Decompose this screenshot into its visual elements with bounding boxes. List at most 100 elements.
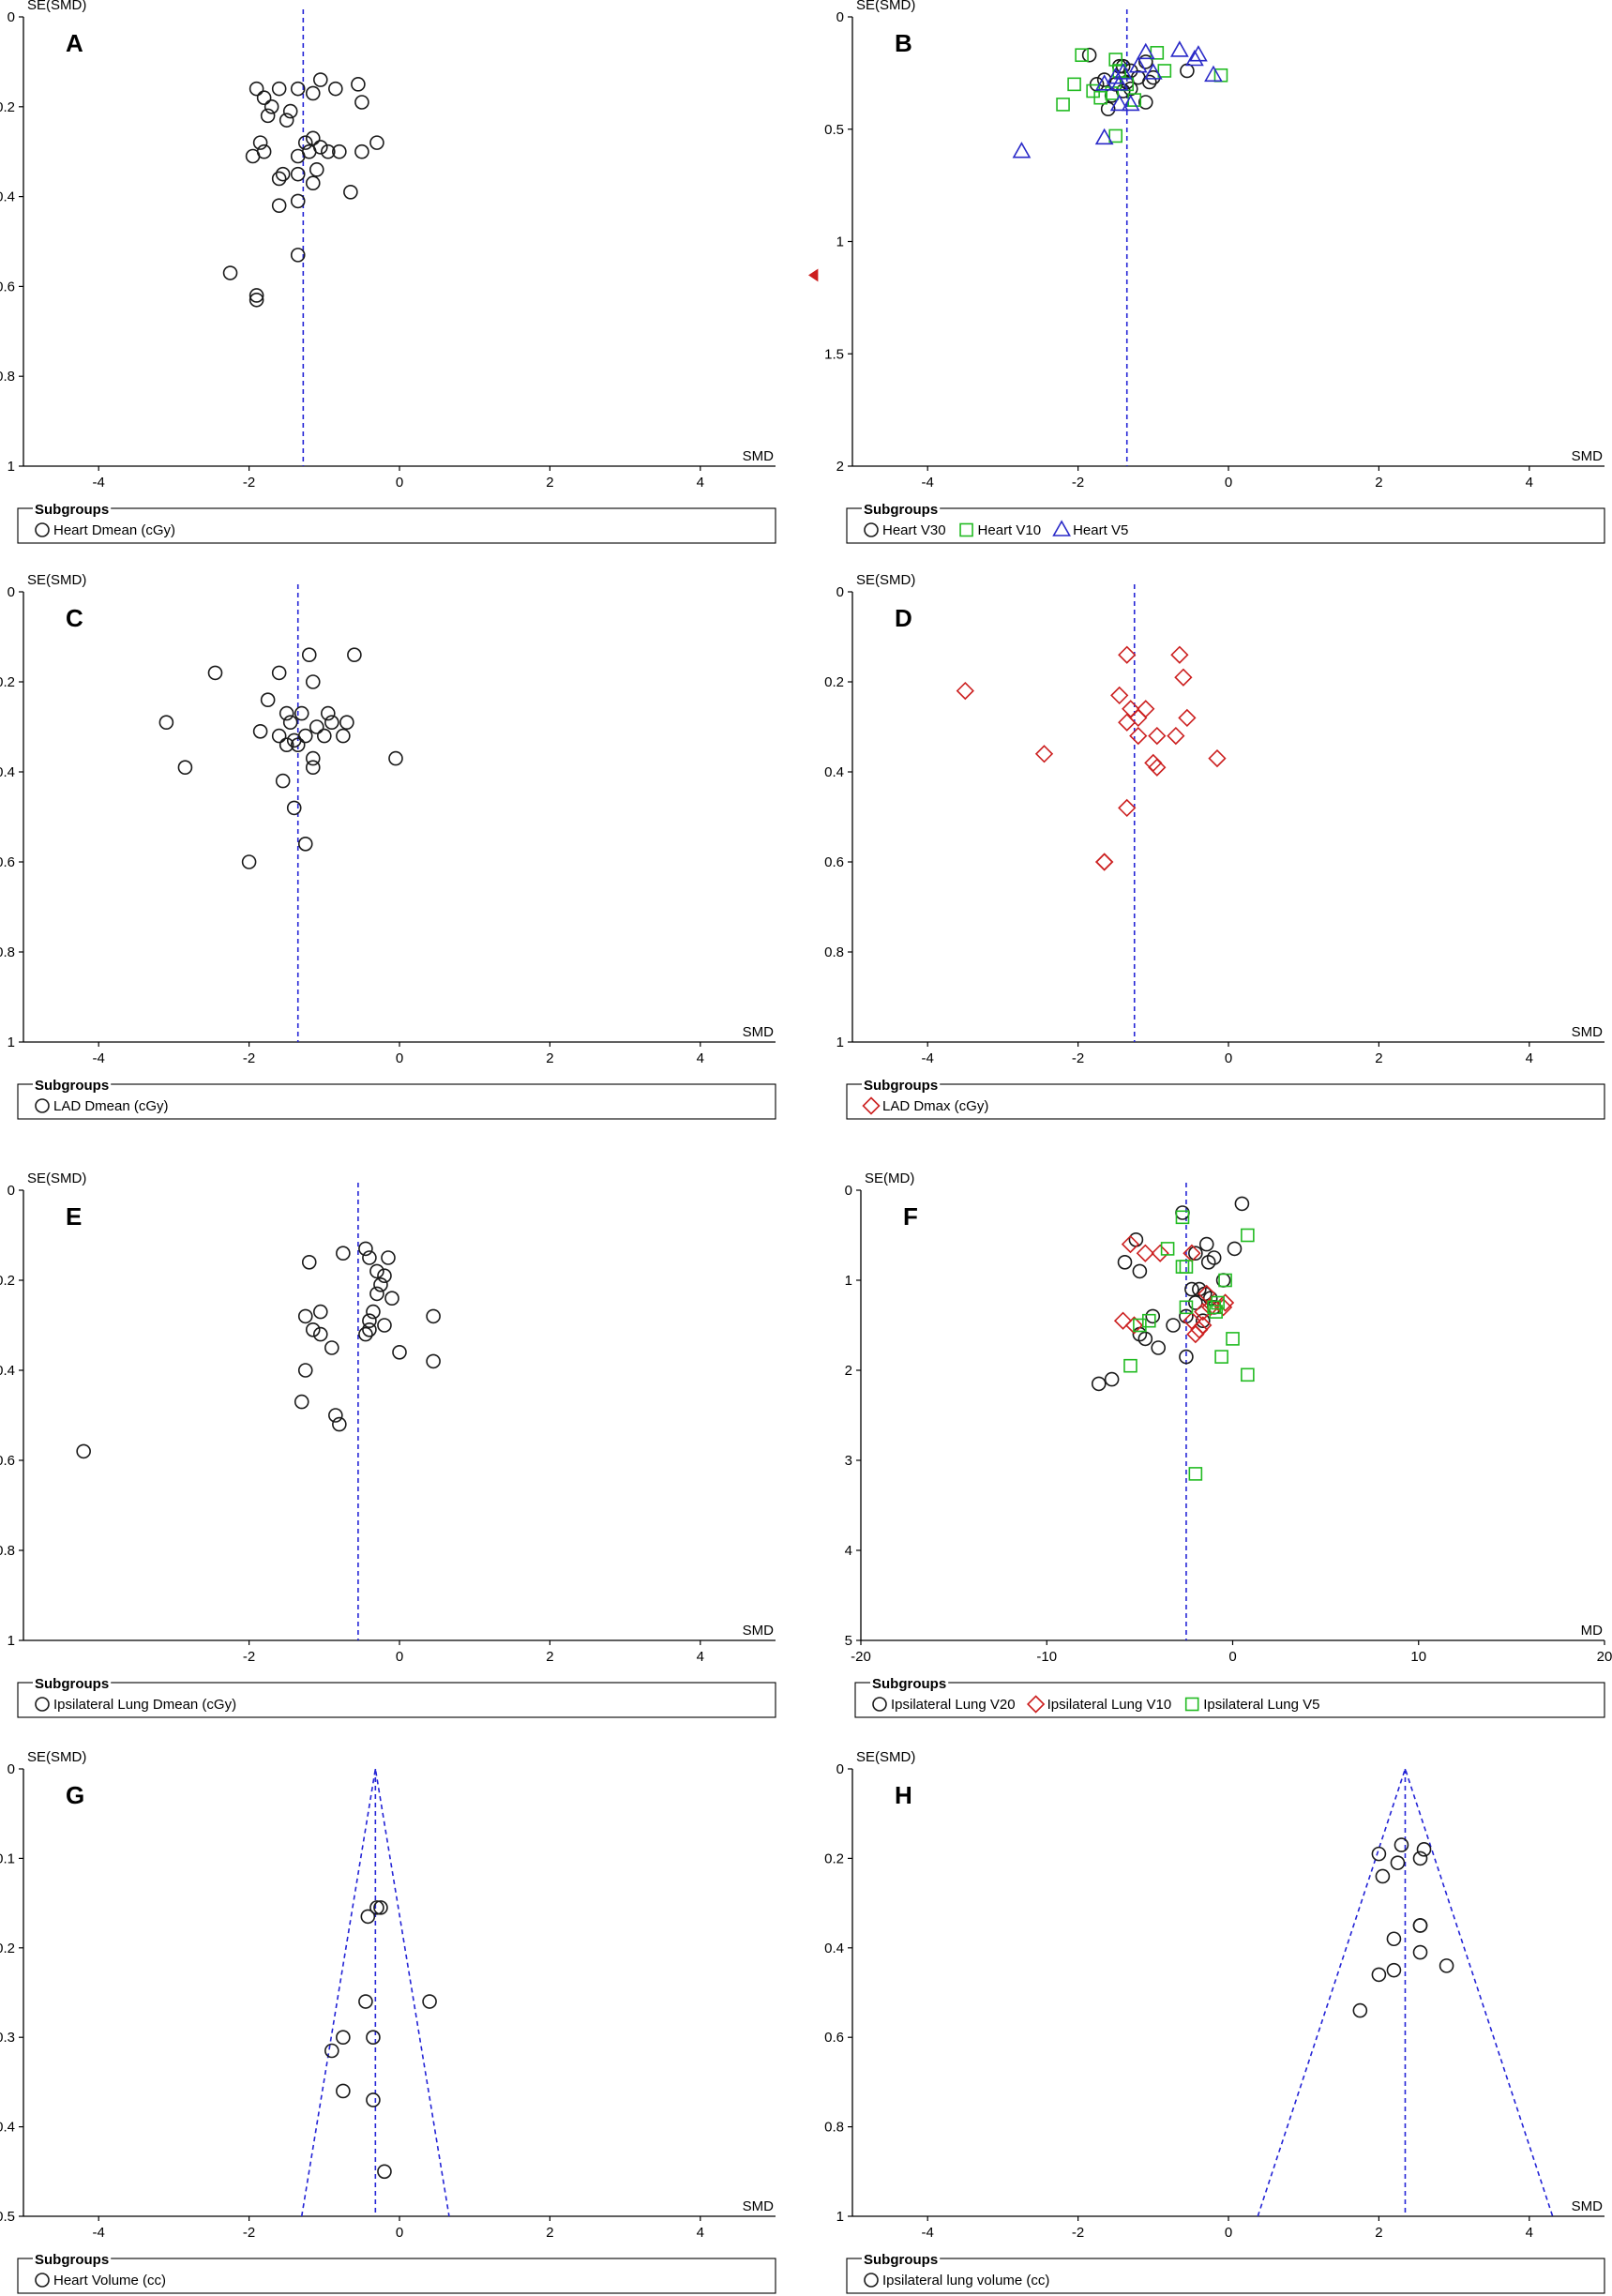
y-tick-label: 0.2 [824, 674, 844, 690]
data-point [1211, 1295, 1225, 1310]
data-point [358, 1994, 373, 2009]
data-point [290, 81, 306, 97]
data-point [1118, 798, 1137, 818]
x-tick-label: 4 [1526, 475, 1533, 491]
y-tick-label: 0.2 [0, 1941, 15, 1956]
y-axis-title: SE(SMD) [856, 1749, 915, 1765]
data-point [1198, 1284, 1216, 1304]
x-tick-label: -4 [922, 475, 934, 491]
data-point [1175, 1205, 1190, 1220]
y-tick-label: 0.6 [0, 854, 15, 870]
data-point [256, 90, 272, 106]
y-tick-label: 1 [8, 459, 15, 475]
data-point [1108, 128, 1122, 144]
legend-title: Subgroups [35, 1078, 109, 1094]
data-point [1137, 1331, 1153, 1347]
data-point [301, 647, 317, 663]
data-point [271, 171, 287, 187]
data-point [301, 1255, 317, 1270]
x-tick-label: 4 [1526, 2225, 1533, 2241]
legend-title-gap [862, 2257, 941, 2260]
data-point [309, 162, 324, 177]
data-point [1241, 1367, 1255, 1382]
data-point [362, 1313, 377, 1328]
data-point [1412, 1918, 1428, 1933]
data-point [1167, 726, 1185, 746]
data-point [279, 737, 294, 753]
x-tick-label: 2 [1375, 475, 1382, 491]
data-point [339, 715, 354, 731]
data-point [256, 144, 272, 159]
data-point [1189, 45, 1208, 62]
y-tick-label: 0.4 [824, 764, 844, 780]
panel-letter: C [66, 604, 83, 632]
data-point [1117, 1255, 1133, 1270]
data-point [1034, 745, 1054, 763]
data-point [1204, 65, 1223, 83]
legend-marker [1052, 520, 1071, 536]
data-point [336, 2030, 351, 2045]
legend-box [846, 2258, 1605, 2294]
data-point [1137, 95, 1153, 110]
legend-label: Heart V5 [1073, 522, 1128, 538]
legend-box [17, 507, 776, 544]
data-point [1113, 63, 1133, 80]
data-point [362, 1250, 377, 1265]
data-point [1218, 1273, 1232, 1288]
legend-marker [35, 1098, 50, 1113]
data-point [332, 1416, 347, 1432]
x-tick-label: -4 [922, 2225, 934, 2241]
x-tick-label: 4 [697, 1050, 704, 1066]
data-point [1412, 1944, 1428, 1960]
y-tick-label: 1 [8, 1035, 15, 1050]
data-point [252, 723, 268, 739]
data-point [422, 1994, 437, 2009]
data-point [324, 715, 339, 731]
data-point [279, 705, 294, 721]
y-tick-label: 0.2 [0, 1273, 15, 1289]
legend-marker [959, 522, 973, 537]
data-point [1209, 1305, 1223, 1319]
panel-letter: E [66, 1202, 82, 1231]
x-tick-label: 0 [1225, 2225, 1232, 2241]
legend-title: Subgroups [872, 1676, 946, 1692]
data-point [282, 715, 298, 731]
x-tick-label: 2 [546, 1649, 553, 1665]
data-point [1128, 1232, 1144, 1247]
data-point [1122, 700, 1140, 718]
data-point [328, 1408, 343, 1423]
data-point [336, 2083, 351, 2099]
data-point [1100, 101, 1116, 116]
data-point [305, 1322, 321, 1337]
data-point [366, 1304, 381, 1320]
panel-letter: A [66, 29, 83, 57]
y-tick-label: 0.1 [0, 1850, 15, 1866]
data-point [1118, 713, 1137, 732]
x-tick-label: -20 [851, 1649, 871, 1665]
x-axis-title: SMD [1572, 2198, 1604, 2214]
data-point [392, 1345, 407, 1360]
panel-h: 0 0.2 0.4 0.6 0.8 1 -4 -2 0 2 4 SE(SMD) SMD H Subgroup… [824, 1749, 1605, 2294]
legend-marker [1184, 1697, 1199, 1712]
data-point [316, 728, 332, 744]
legend-label: Heart V30 [882, 522, 946, 538]
data-point [343, 185, 358, 200]
x-tick-label: 0 [396, 1649, 403, 1665]
y-tick-label: 2 [836, 459, 844, 475]
data-point [279, 113, 294, 128]
data-point [275, 166, 291, 182]
legend-box [17, 1083, 776, 1120]
data-point [1129, 708, 1148, 728]
x-tick-label: 0 [396, 475, 403, 491]
data-point [354, 95, 369, 110]
legend-label: Heart V10 [978, 522, 1042, 538]
x-tick-label: 4 [1526, 1050, 1533, 1066]
y-tick-label: 0.8 [824, 2120, 844, 2136]
data-point [1390, 1855, 1406, 1870]
x-tick-label: -2 [1072, 1050, 1084, 1066]
data-point [1151, 1340, 1166, 1355]
x-tick-label: -2 [1072, 475, 1084, 491]
x-axis-title: SMD [743, 2198, 775, 2214]
legend-box [846, 507, 1605, 544]
data-point [388, 750, 403, 766]
